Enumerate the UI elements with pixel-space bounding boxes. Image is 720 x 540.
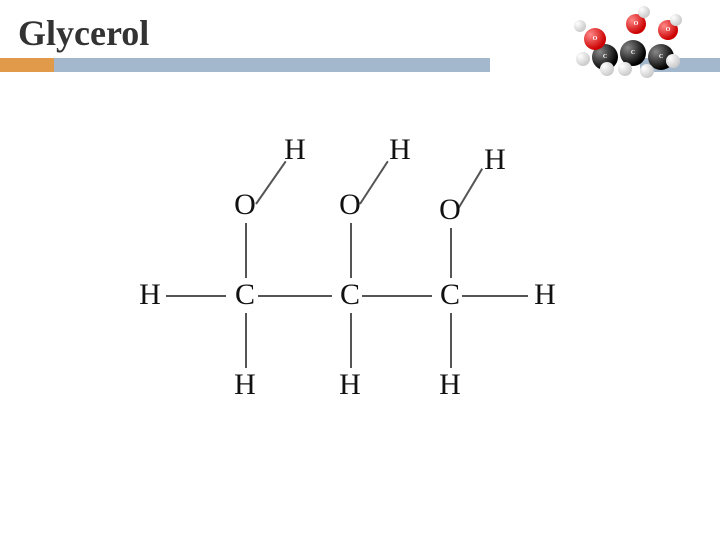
atom-h: H <box>475 140 515 180</box>
bond <box>245 313 247 368</box>
atom-o: O <box>430 190 470 230</box>
h-atom-ball <box>640 64 654 78</box>
o-atom-ball: O <box>584 28 606 50</box>
h-atom-ball <box>574 20 586 32</box>
accent-blue <box>54 58 490 72</box>
bond <box>462 295 528 297</box>
atom-h: H <box>430 365 470 405</box>
atom-o: O <box>330 185 370 225</box>
h-atom-ball <box>618 62 632 76</box>
atom-c: C <box>330 275 370 315</box>
bond <box>166 295 226 297</box>
accent-bar <box>0 58 490 72</box>
h-atom-ball <box>666 54 680 68</box>
bond <box>362 295 432 297</box>
bond <box>245 223 247 278</box>
atom-h: H <box>380 130 420 170</box>
bond <box>450 228 452 278</box>
structural-formula: HHHOOOHCCCHHHH <box>130 130 560 430</box>
bond <box>350 223 352 278</box>
atom-h: H <box>225 365 265 405</box>
page-title: Glycerol <box>18 12 149 54</box>
molecule-3d-model: CCCOOO <box>570 4 690 74</box>
atom-h: H <box>275 130 315 170</box>
h-atom-ball <box>600 62 614 76</box>
atom-h: H <box>130 275 170 315</box>
atom-c: C <box>430 275 470 315</box>
accent-orange <box>0 58 54 72</box>
bond <box>450 313 452 368</box>
h-atom-ball <box>576 52 590 66</box>
h-atom-ball <box>670 14 682 26</box>
bond <box>350 313 352 368</box>
atom-c: C <box>225 275 265 315</box>
atom-h: H <box>525 275 565 315</box>
bond <box>258 295 332 297</box>
atom-o: O <box>225 185 265 225</box>
h-atom-ball <box>638 6 650 18</box>
atom-h: H <box>330 365 370 405</box>
